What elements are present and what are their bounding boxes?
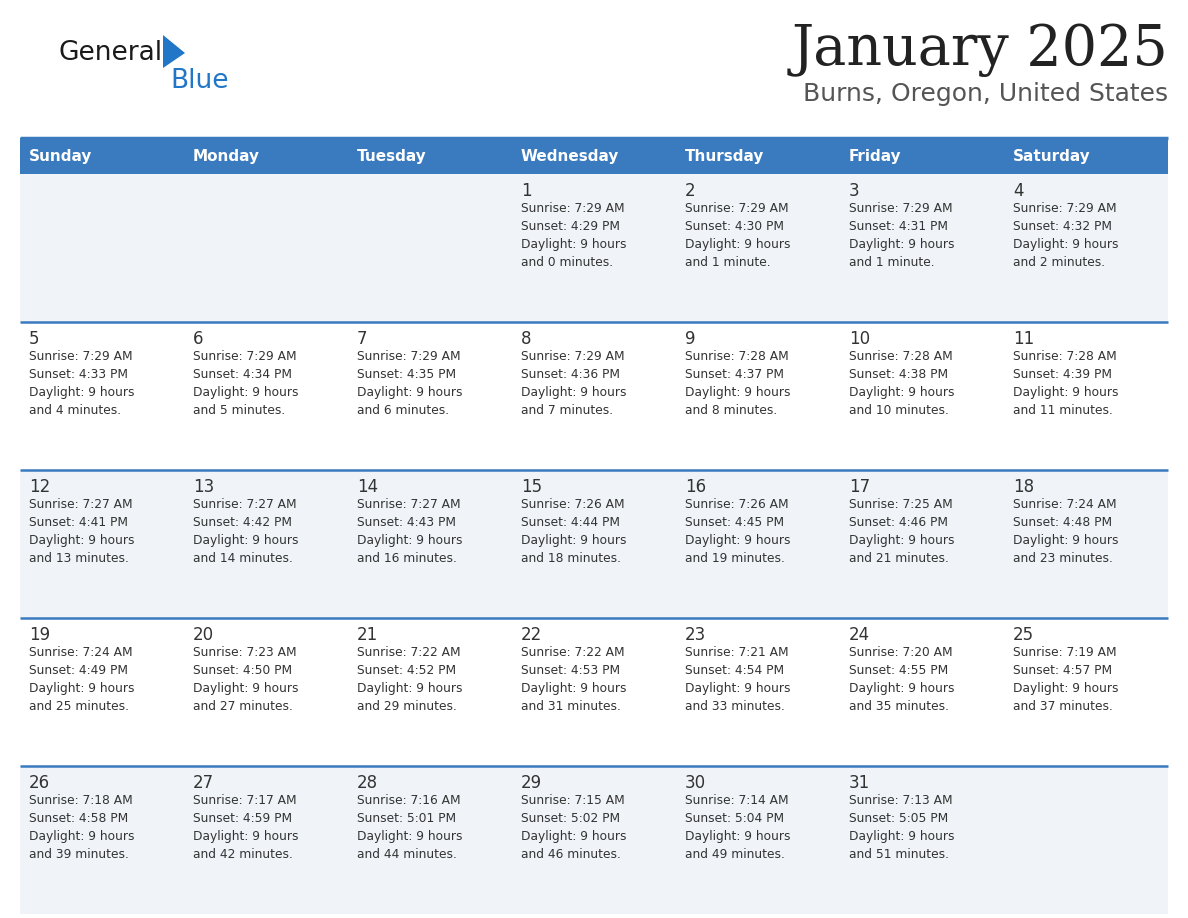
Text: Wednesday: Wednesday <box>522 149 619 163</box>
Text: General: General <box>58 40 162 66</box>
Text: 3: 3 <box>849 182 860 200</box>
Bar <box>840 138 1004 174</box>
Text: 8: 8 <box>522 330 531 348</box>
Bar <box>20 138 184 174</box>
Bar <box>20 618 1168 766</box>
Text: Sunrise: 7:14 AM
Sunset: 5:04 PM
Daylight: 9 hours
and 49 minutes.: Sunrise: 7:14 AM Sunset: 5:04 PM Dayligh… <box>685 794 790 861</box>
Text: Sunrise: 7:26 AM
Sunset: 4:45 PM
Daylight: 9 hours
and 19 minutes.: Sunrise: 7:26 AM Sunset: 4:45 PM Dayligh… <box>685 498 790 565</box>
Text: 12: 12 <box>29 478 50 496</box>
Text: Sunrise: 7:27 AM
Sunset: 4:41 PM
Daylight: 9 hours
and 13 minutes.: Sunrise: 7:27 AM Sunset: 4:41 PM Dayligh… <box>29 498 134 565</box>
Text: Sunrise: 7:16 AM
Sunset: 5:01 PM
Daylight: 9 hours
and 44 minutes.: Sunrise: 7:16 AM Sunset: 5:01 PM Dayligh… <box>358 794 462 861</box>
Text: Sunrise: 7:29 AM
Sunset: 4:31 PM
Daylight: 9 hours
and 1 minute.: Sunrise: 7:29 AM Sunset: 4:31 PM Dayligh… <box>849 202 954 269</box>
Text: 6: 6 <box>192 330 203 348</box>
Text: Sunrise: 7:20 AM
Sunset: 4:55 PM
Daylight: 9 hours
and 35 minutes.: Sunrise: 7:20 AM Sunset: 4:55 PM Dayligh… <box>849 646 954 713</box>
Text: 10: 10 <box>849 330 870 348</box>
Bar <box>348 138 512 174</box>
Text: Sunrise: 7:27 AM
Sunset: 4:42 PM
Daylight: 9 hours
and 14 minutes.: Sunrise: 7:27 AM Sunset: 4:42 PM Dayligh… <box>192 498 298 565</box>
Text: Sunrise: 7:29 AM
Sunset: 4:35 PM
Daylight: 9 hours
and 6 minutes.: Sunrise: 7:29 AM Sunset: 4:35 PM Dayligh… <box>358 350 462 417</box>
Text: Sunday: Sunday <box>29 149 93 163</box>
Text: Sunrise: 7:28 AM
Sunset: 4:37 PM
Daylight: 9 hours
and 8 minutes.: Sunrise: 7:28 AM Sunset: 4:37 PM Dayligh… <box>685 350 790 417</box>
Text: 13: 13 <box>192 478 214 496</box>
Text: Sunrise: 7:29 AM
Sunset: 4:32 PM
Daylight: 9 hours
and 2 minutes.: Sunrise: 7:29 AM Sunset: 4:32 PM Dayligh… <box>1013 202 1118 269</box>
Bar <box>512 138 676 174</box>
Text: Sunrise: 7:23 AM
Sunset: 4:50 PM
Daylight: 9 hours
and 27 minutes.: Sunrise: 7:23 AM Sunset: 4:50 PM Dayligh… <box>192 646 298 713</box>
Text: 22: 22 <box>522 626 542 644</box>
Text: 2: 2 <box>685 182 696 200</box>
Text: Sunrise: 7:29 AM
Sunset: 4:33 PM
Daylight: 9 hours
and 4 minutes.: Sunrise: 7:29 AM Sunset: 4:33 PM Dayligh… <box>29 350 134 417</box>
Bar <box>20 470 1168 618</box>
Text: Sunrise: 7:29 AM
Sunset: 4:36 PM
Daylight: 9 hours
and 7 minutes.: Sunrise: 7:29 AM Sunset: 4:36 PM Dayligh… <box>522 350 626 417</box>
Text: 23: 23 <box>685 626 706 644</box>
Text: Sunrise: 7:26 AM
Sunset: 4:44 PM
Daylight: 9 hours
and 18 minutes.: Sunrise: 7:26 AM Sunset: 4:44 PM Dayligh… <box>522 498 626 565</box>
Text: Sunrise: 7:29 AM
Sunset: 4:34 PM
Daylight: 9 hours
and 5 minutes.: Sunrise: 7:29 AM Sunset: 4:34 PM Dayligh… <box>192 350 298 417</box>
Text: Sunrise: 7:25 AM
Sunset: 4:46 PM
Daylight: 9 hours
and 21 minutes.: Sunrise: 7:25 AM Sunset: 4:46 PM Dayligh… <box>849 498 954 565</box>
Text: Sunrise: 7:22 AM
Sunset: 4:53 PM
Daylight: 9 hours
and 31 minutes.: Sunrise: 7:22 AM Sunset: 4:53 PM Dayligh… <box>522 646 626 713</box>
Text: Tuesday: Tuesday <box>358 149 426 163</box>
Text: Saturday: Saturday <box>1013 149 1091 163</box>
Text: 26: 26 <box>29 774 50 792</box>
Text: 16: 16 <box>685 478 706 496</box>
Bar <box>184 138 348 174</box>
Text: Blue: Blue <box>170 68 228 94</box>
Text: 30: 30 <box>685 774 706 792</box>
Text: 24: 24 <box>849 626 870 644</box>
Text: 18: 18 <box>1013 478 1034 496</box>
Text: 4: 4 <box>1013 182 1024 200</box>
Text: Sunrise: 7:29 AM
Sunset: 4:30 PM
Daylight: 9 hours
and 1 minute.: Sunrise: 7:29 AM Sunset: 4:30 PM Dayligh… <box>685 202 790 269</box>
Text: 7: 7 <box>358 330 367 348</box>
Text: Sunrise: 7:22 AM
Sunset: 4:52 PM
Daylight: 9 hours
and 29 minutes.: Sunrise: 7:22 AM Sunset: 4:52 PM Dayligh… <box>358 646 462 713</box>
Bar <box>20 766 1168 914</box>
Text: 19: 19 <box>29 626 50 644</box>
Text: Monday: Monday <box>192 149 260 163</box>
Text: 1: 1 <box>522 182 531 200</box>
Text: Sunrise: 7:17 AM
Sunset: 4:59 PM
Daylight: 9 hours
and 42 minutes.: Sunrise: 7:17 AM Sunset: 4:59 PM Dayligh… <box>192 794 298 861</box>
Text: 21: 21 <box>358 626 378 644</box>
Text: 20: 20 <box>192 626 214 644</box>
Text: 25: 25 <box>1013 626 1034 644</box>
Text: 17: 17 <box>849 478 870 496</box>
Text: 9: 9 <box>685 330 695 348</box>
Text: Burns, Oregon, United States: Burns, Oregon, United States <box>803 82 1168 106</box>
Text: 5: 5 <box>29 330 39 348</box>
Text: Sunrise: 7:28 AM
Sunset: 4:38 PM
Daylight: 9 hours
and 10 minutes.: Sunrise: 7:28 AM Sunset: 4:38 PM Dayligh… <box>849 350 954 417</box>
Polygon shape <box>163 35 185 68</box>
Text: 14: 14 <box>358 478 378 496</box>
Text: Sunrise: 7:21 AM
Sunset: 4:54 PM
Daylight: 9 hours
and 33 minutes.: Sunrise: 7:21 AM Sunset: 4:54 PM Dayligh… <box>685 646 790 713</box>
Text: Thursday: Thursday <box>685 149 764 163</box>
Text: 15: 15 <box>522 478 542 496</box>
Text: Sunrise: 7:13 AM
Sunset: 5:05 PM
Daylight: 9 hours
and 51 minutes.: Sunrise: 7:13 AM Sunset: 5:05 PM Dayligh… <box>849 794 954 861</box>
Text: January 2025: January 2025 <box>791 22 1168 77</box>
Text: 11: 11 <box>1013 330 1035 348</box>
Text: Sunrise: 7:18 AM
Sunset: 4:58 PM
Daylight: 9 hours
and 39 minutes.: Sunrise: 7:18 AM Sunset: 4:58 PM Dayligh… <box>29 794 134 861</box>
Text: 29: 29 <box>522 774 542 792</box>
Text: Sunrise: 7:15 AM
Sunset: 5:02 PM
Daylight: 9 hours
and 46 minutes.: Sunrise: 7:15 AM Sunset: 5:02 PM Dayligh… <box>522 794 626 861</box>
Bar <box>1004 138 1168 174</box>
Text: Sunrise: 7:27 AM
Sunset: 4:43 PM
Daylight: 9 hours
and 16 minutes.: Sunrise: 7:27 AM Sunset: 4:43 PM Dayligh… <box>358 498 462 565</box>
Text: 28: 28 <box>358 774 378 792</box>
Text: 31: 31 <box>849 774 871 792</box>
Text: Sunrise: 7:19 AM
Sunset: 4:57 PM
Daylight: 9 hours
and 37 minutes.: Sunrise: 7:19 AM Sunset: 4:57 PM Dayligh… <box>1013 646 1118 713</box>
Text: Sunrise: 7:28 AM
Sunset: 4:39 PM
Daylight: 9 hours
and 11 minutes.: Sunrise: 7:28 AM Sunset: 4:39 PM Dayligh… <box>1013 350 1118 417</box>
Bar <box>676 138 840 174</box>
Text: Sunrise: 7:29 AM
Sunset: 4:29 PM
Daylight: 9 hours
and 0 minutes.: Sunrise: 7:29 AM Sunset: 4:29 PM Dayligh… <box>522 202 626 269</box>
Text: 27: 27 <box>192 774 214 792</box>
Text: Sunrise: 7:24 AM
Sunset: 4:48 PM
Daylight: 9 hours
and 23 minutes.: Sunrise: 7:24 AM Sunset: 4:48 PM Dayligh… <box>1013 498 1118 565</box>
Bar <box>20 322 1168 470</box>
Text: Friday: Friday <box>849 149 902 163</box>
Text: Sunrise: 7:24 AM
Sunset: 4:49 PM
Daylight: 9 hours
and 25 minutes.: Sunrise: 7:24 AM Sunset: 4:49 PM Dayligh… <box>29 646 134 713</box>
Bar <box>20 174 1168 322</box>
